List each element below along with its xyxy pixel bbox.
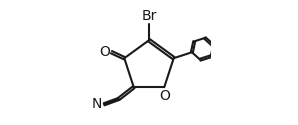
Text: N: N (91, 97, 102, 111)
Text: O: O (159, 89, 170, 103)
Text: Br: Br (141, 9, 157, 23)
Text: O: O (99, 44, 110, 59)
